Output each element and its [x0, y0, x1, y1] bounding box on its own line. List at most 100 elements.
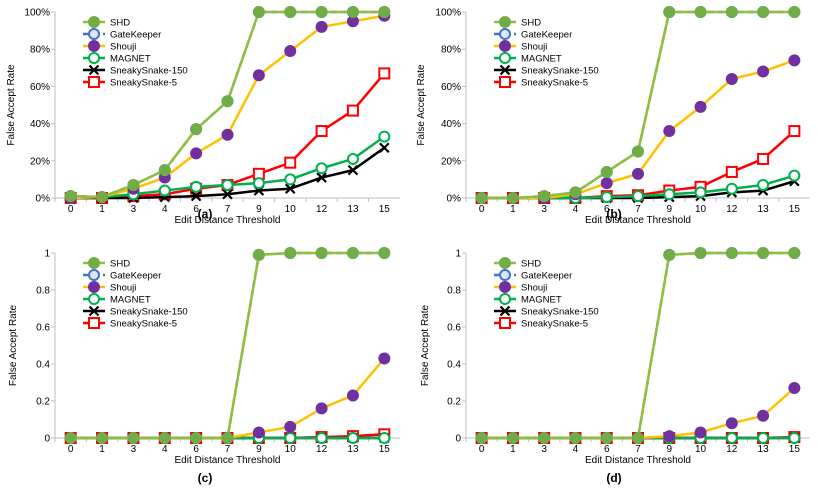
x-marker-stroke	[379, 142, 390, 154]
legend-item-sneakysnake-5: SneakySnake-5	[83, 76, 177, 89]
legend-item-gatekeeper: GateKeeper	[494, 269, 572, 282]
x-tick-label: 9	[666, 444, 672, 455]
y-tick-label: 0.4	[447, 360, 461, 371]
y-tick-label: 0	[455, 434, 461, 445]
y-tick-label: 0	[44, 434, 50, 445]
legend-item-sneakysnake-150: SneakySnake-150	[83, 305, 188, 318]
x-axis-title: Edit Distance Threshold	[175, 455, 281, 466]
data-point-legend-gatekeeper-0	[499, 28, 511, 40]
legend-label: SneakySnake-150	[110, 307, 188, 318]
x-tick-label: 13	[347, 204, 359, 215]
x-tick-label: 6	[604, 204, 610, 215]
legend-label: MAGNET	[110, 295, 151, 306]
data-point-legend-shouji-0	[88, 40, 100, 52]
x-tick-label: 6	[193, 204, 199, 215]
legend-item-sneakysnake-150: SneakySnake-150	[494, 305, 599, 318]
data-point-shouji-7	[694, 100, 707, 113]
data-point-shouji-8	[315, 402, 328, 415]
legend-label: Shouji	[110, 283, 136, 294]
y-tick-label: 100%	[435, 8, 461, 19]
legend-label: SHD	[521, 259, 541, 270]
legend-item-sneakysnake-5: SneakySnake-5	[494, 317, 588, 330]
x-marker-stroke	[499, 64, 511, 76]
data-point-shd-9	[346, 6, 359, 18]
series-shd	[64, 247, 391, 444]
data-point-shd-1	[96, 432, 109, 444]
legend-label: GateKeeper	[110, 271, 161, 282]
data-point-shd-7	[284, 6, 297, 18]
data-point-shouji-9	[757, 65, 770, 78]
x-axis-title: Edit Distance Threshold	[585, 215, 691, 226]
data-point-shouji-6	[663, 125, 676, 138]
legend-item-shouji: Shouji	[83, 281, 136, 294]
data-point-legend-sneakysnake-150-0	[499, 64, 511, 76]
data-point-shd-3	[569, 186, 582, 199]
x-marker-stroke	[499, 305, 511, 317]
x-tick-label: 4	[573, 204, 579, 215]
data-point-shouji-9	[346, 389, 359, 402]
panel-caption: (b)	[606, 207, 621, 221]
panel-caption: (d)	[606, 471, 621, 485]
y-tick-label: 1	[44, 249, 50, 260]
data-point-shd-1	[506, 192, 519, 204]
x-tick-label: 15	[789, 444, 801, 455]
x-tick-label: 1	[510, 204, 516, 215]
y-axis-title: False Accept Rate	[420, 304, 431, 386]
legend-label: MAGNET	[110, 54, 151, 65]
y-tick-label: 100%	[24, 8, 50, 19]
data-point-magnet-8	[315, 162, 328, 175]
data-point-magnet-5	[221, 178, 234, 191]
data-point-magnet-7	[694, 186, 707, 199]
data-point-shouji-10	[788, 382, 801, 395]
x-tick-label: 4	[162, 444, 168, 455]
data-point-shd-9	[757, 6, 770, 18]
data-point-legend-shouji-0	[499, 281, 511, 293]
panel-caption: (c)	[198, 471, 213, 485]
legend-label: SneakySnake-5	[521, 319, 588, 330]
data-point-magnet-9	[346, 432, 359, 444]
legend-label: GateKeeper	[110, 30, 161, 41]
x-tick-label: 1	[99, 444, 105, 455]
series-line-shouji	[70, 357, 386, 440]
data-point-shd-10	[788, 247, 801, 259]
legend-label: Shouji	[110, 42, 136, 53]
x-marker-stroke	[222, 189, 233, 200]
data-point-shd-10	[378, 247, 391, 259]
y-tick-label: 40%	[30, 119, 50, 130]
data-point-legend-gatekeeper-0	[88, 269, 100, 281]
data-point-legend-gatekeeper-0	[499, 269, 511, 281]
data-point-legend-sneakysnake-5-0	[499, 76, 511, 88]
data-point-shd-6	[663, 6, 676, 18]
y-axis-title: False Accept Rate	[416, 64, 427, 146]
data-point-legend-magnet-0	[88, 293, 100, 305]
data-point-shd-0	[64, 190, 77, 203]
y-tick-label: 60%	[30, 82, 50, 93]
data-point-shd-2	[127, 178, 140, 191]
data-point-shouji-8	[315, 20, 328, 33]
x-tick-label: 15	[379, 204, 391, 215]
data-point-shd-1	[96, 191, 109, 204]
data-point-shouji-10	[788, 54, 801, 67]
x-tick-label: 9	[666, 204, 672, 215]
legend-item-magnet: MAGNET	[494, 293, 562, 306]
x-tick-label: 10	[285, 444, 297, 455]
data-point-shouji-5	[221, 128, 234, 141]
series-shd	[64, 6, 391, 204]
data-point-shd-8	[315, 247, 328, 259]
legend-item-sneakysnake-5: SneakySnake-5	[83, 317, 177, 330]
y-tick-label: 0.2	[447, 397, 461, 408]
legend-item-shouji: Shouji	[494, 281, 547, 294]
data-point-shd-7	[694, 6, 707, 18]
data-point-shouji-4	[190, 147, 203, 160]
legend-label: SneakySnake-150	[521, 66, 599, 77]
legend-label: SneakySnake-150	[521, 307, 599, 318]
legend-label: SneakySnake-5	[110, 78, 177, 89]
data-point-shd-9	[346, 247, 359, 259]
data-point-shouji-5	[632, 167, 644, 180]
data-point-sneakysnake-5-7	[284, 156, 297, 169]
data-point-magnet-10	[788, 169, 801, 182]
data-point-magnet-10	[378, 130, 391, 143]
data-point-legend-shd-0	[88, 257, 100, 269]
